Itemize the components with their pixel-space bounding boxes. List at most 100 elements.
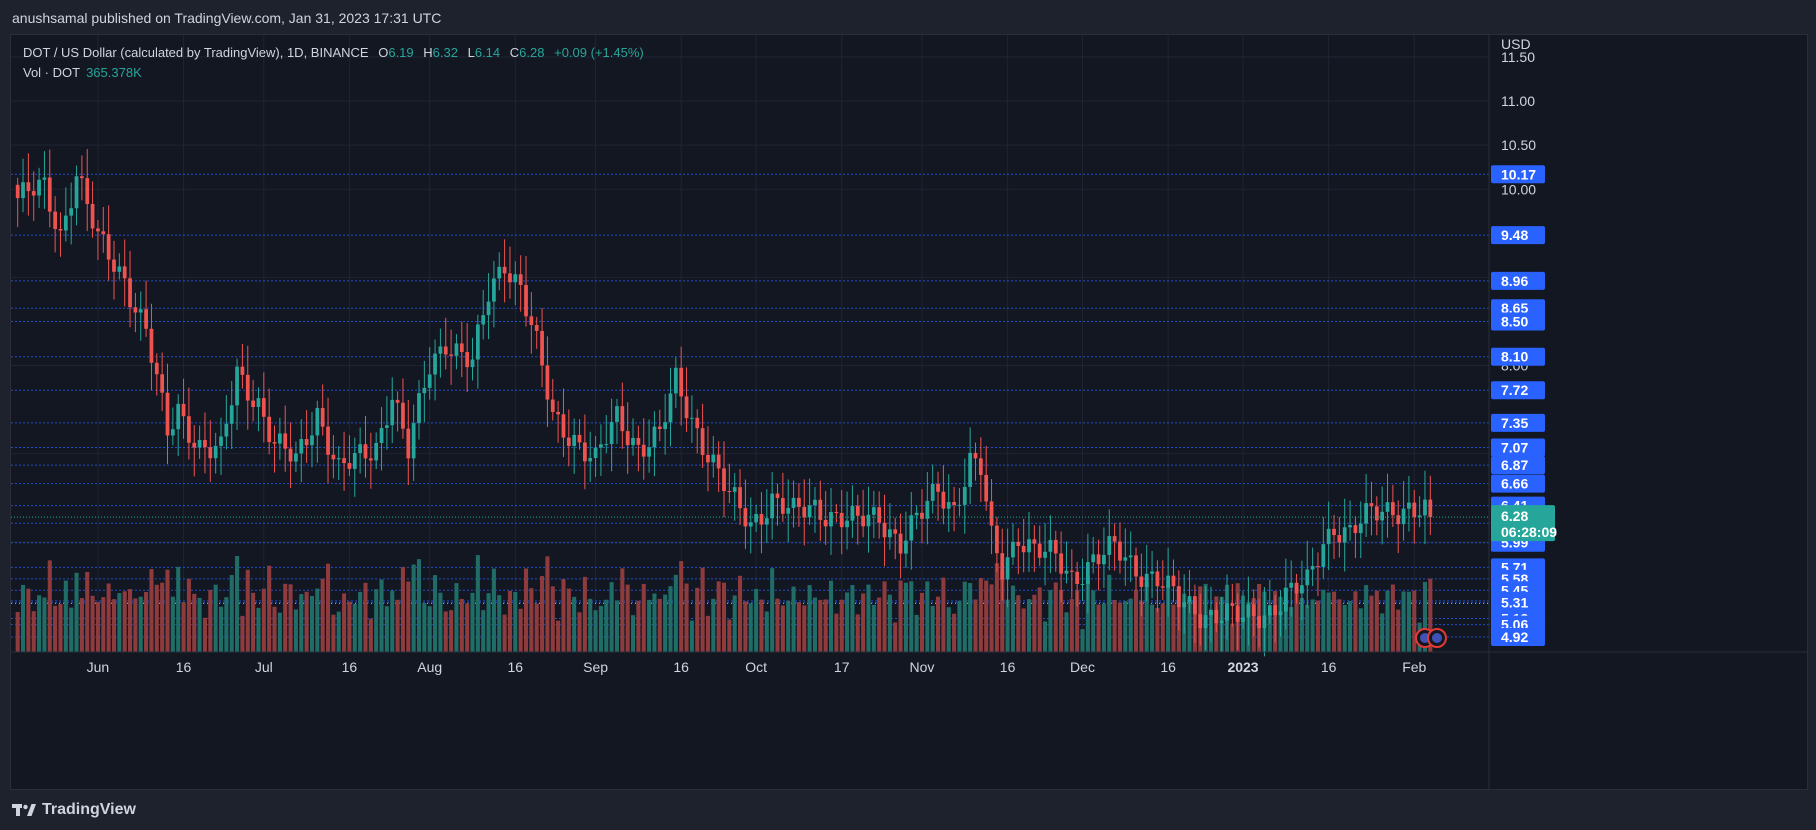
currency-label: USD <box>1501 36 1531 52</box>
level-tag[interactable] <box>1491 413 1545 432</box>
x-tick-label: 17 <box>834 659 850 675</box>
candle-body <box>1358 523 1363 534</box>
level-tag[interactable] <box>1491 165 1545 184</box>
x-tick-label: 16 <box>508 659 524 675</box>
candle-body <box>492 278 496 302</box>
candle-body <box>128 278 132 308</box>
x-tick-label: Aug <box>417 659 442 675</box>
volume-bar <box>288 584 293 652</box>
chart-canvas[interactable]: USD11.5011.0010.5010.008.0010.179.488.96… <box>11 35 1807 789</box>
legend-symbol[interactable]: DOT / US Dollar (calculated by TradingVi… <box>23 45 369 60</box>
candle-body <box>1166 575 1171 588</box>
candle-body <box>770 493 775 519</box>
candle-body <box>920 512 924 519</box>
x-tick-label: Feb <box>1402 659 1426 675</box>
candle-body <box>930 483 935 501</box>
level-tag[interactable] <box>1491 628 1545 647</box>
x-tick-label: 16 <box>1321 659 1337 675</box>
candle-body <box>363 444 368 459</box>
volume-bar <box>861 593 866 652</box>
volume-bar <box>839 599 844 652</box>
volume-bar <box>582 576 587 652</box>
candle-body <box>609 421 614 445</box>
candle-body <box>1251 604 1256 617</box>
level-tag[interactable] <box>1491 271 1545 290</box>
candle-body <box>315 407 320 436</box>
candle-body <box>165 392 170 436</box>
level-tag[interactable] <box>1491 226 1545 245</box>
volume-bar <box>1026 599 1032 652</box>
candle-body <box>1262 615 1267 629</box>
candle-body <box>326 426 330 455</box>
volume-bar <box>1369 595 1374 652</box>
volume-bar <box>1428 578 1433 652</box>
level-tag[interactable] <box>1491 474 1545 493</box>
volume-bar <box>42 597 47 652</box>
chart-panel[interactable]: USD11.5011.0010.5010.008.0010.179.488.96… <box>10 34 1808 790</box>
footer-branding[interactable]: TradingView <box>12 798 136 822</box>
candle-body <box>1380 511 1385 521</box>
candle-body <box>1096 554 1101 565</box>
volume-bar <box>352 603 357 652</box>
candle-body <box>641 444 646 457</box>
volume-bar <box>684 583 689 652</box>
legend-volume-label[interactable]: Vol · DOT <box>23 65 81 80</box>
level-tag[interactable] <box>1491 312 1545 331</box>
volume-bar <box>1021 608 1026 652</box>
volume-bar <box>256 607 261 652</box>
candle-body <box>459 343 464 353</box>
volume-bar <box>545 556 550 652</box>
candle-body <box>818 499 823 520</box>
volume-bar <box>128 589 133 652</box>
candle-body <box>556 411 560 415</box>
candle-body <box>1016 541 1021 546</box>
volume-bar <box>556 620 561 652</box>
volume-bar <box>1048 590 1053 652</box>
candle-body <box>962 486 967 505</box>
volume-bar <box>363 582 368 652</box>
candle-body <box>1123 557 1128 561</box>
candle-body <box>1332 528 1336 536</box>
volume-bar <box>1230 623 1235 652</box>
volume-bar <box>823 599 828 652</box>
candle-body <box>679 367 684 397</box>
candle-body <box>748 522 753 527</box>
volume-bar <box>272 606 277 652</box>
candle-body <box>443 346 448 355</box>
candle-body <box>1160 586 1165 588</box>
volume-bar <box>245 569 250 652</box>
candle-body <box>213 445 218 459</box>
level-tag[interactable] <box>1491 381 1545 400</box>
x-tick-label: Sep <box>583 659 608 675</box>
volume-bar <box>866 584 871 652</box>
level-tag-label: 6.87 <box>1501 457 1528 473</box>
current-price-tag[interactable] <box>1491 505 1555 542</box>
candle-body <box>668 393 673 423</box>
volume-bar <box>1348 601 1353 652</box>
volume-bar <box>1353 591 1358 652</box>
volume-bar <box>614 600 620 652</box>
candle-body <box>1353 525 1358 534</box>
legend-close-value: 6.28 <box>519 45 545 60</box>
level-tag[interactable] <box>1491 456 1545 475</box>
volume-bar <box>919 592 925 652</box>
current-price-label: 6.28 <box>1501 508 1528 524</box>
level-tag[interactable] <box>1491 347 1545 366</box>
candle-body <box>882 522 887 538</box>
volume-bar <box>309 595 315 652</box>
level-tag[interactable] <box>1491 438 1545 457</box>
x-tick-label: 2023 <box>1227 659 1258 675</box>
candle-body <box>272 442 277 444</box>
volume-bar <box>631 615 636 652</box>
volume-bar <box>1117 602 1123 652</box>
candle-body <box>1155 571 1160 587</box>
volume-bar <box>738 575 743 652</box>
volume-bar <box>1390 584 1395 652</box>
volume-bar <box>481 610 486 652</box>
candle-body <box>331 454 336 460</box>
level-tag[interactable] <box>1491 593 1545 612</box>
candle-body <box>342 458 346 464</box>
volume-bar <box>1080 629 1085 652</box>
candle-body <box>1011 541 1015 558</box>
volume-bar <box>390 590 395 652</box>
